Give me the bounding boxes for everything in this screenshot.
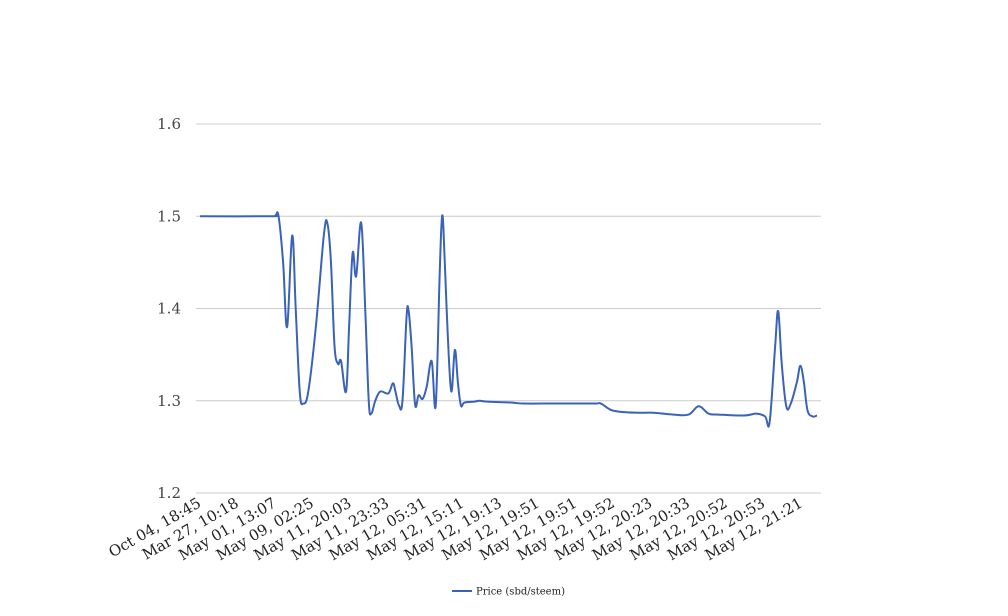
legend: Price (sbd/steem): [452, 587, 565, 598]
series-line-price: [199, 211, 818, 428]
y-tick-label: 1.4: [157, 300, 181, 318]
y-axis-ticks: 1.2 1.3 1.4 1.5 1.6: [157, 115, 181, 502]
y-tick-label: 1.3: [157, 392, 181, 410]
gridlines: [196, 123, 821, 494]
y-tick-label: 1.6: [157, 115, 181, 133]
series-group: [199, 211, 818, 428]
y-tick-label: 1.2: [157, 484, 181, 502]
y-tick-label: 1.5: [157, 207, 181, 225]
legend-label: Price (sbd/steem): [476, 587, 565, 598]
